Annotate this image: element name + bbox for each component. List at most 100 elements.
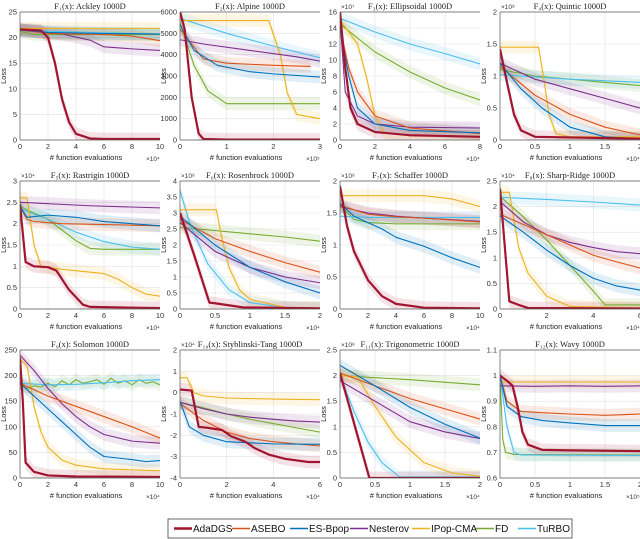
y-tick-label: 1.1 bbox=[487, 346, 497, 355]
x-tick-label: 4 bbox=[591, 311, 595, 320]
y-axis-label: Loss bbox=[159, 68, 168, 84]
band-nesterov bbox=[340, 374, 480, 445]
band-ipop-cma bbox=[500, 185, 640, 309]
line-turbo bbox=[340, 215, 480, 219]
y-axis-label: Loss bbox=[0, 68, 8, 84]
y-tick-label: 1.5 bbox=[327, 209, 337, 218]
y-tick-label: 2 bbox=[333, 371, 337, 380]
x-tick-label: 0 bbox=[178, 311, 182, 320]
y-tick-label: 0.6 bbox=[487, 474, 497, 483]
x-tick-label: 0 bbox=[338, 142, 342, 151]
line-asebo bbox=[180, 218, 320, 273]
y-tick-label: 0.5 bbox=[487, 279, 497, 288]
line-fd bbox=[20, 377, 160, 389]
line-fd bbox=[340, 23, 480, 101]
x-tick-label: 4 bbox=[74, 311, 78, 320]
y-multiplier: ×10⁸ bbox=[181, 173, 195, 180]
y-tick-label: 3.5 bbox=[167, 193, 177, 202]
x-tick-label: 1 bbox=[248, 311, 252, 320]
panel-8: 0 2 4 6 0 0.5 1 1.5 2 2.5 F₈(x): Sharp-Ridge 1000D… bbox=[479, 170, 640, 332]
x-tick-label: 1 bbox=[568, 142, 572, 151]
legend-item-turbo: TuRBO bbox=[518, 524, 570, 535]
line-nesterov bbox=[500, 62, 640, 109]
legend-item-fd: FD bbox=[476, 524, 508, 535]
line-nesterov bbox=[340, 19, 480, 129]
line-adadgs bbox=[500, 48, 640, 140]
band-nesterov bbox=[180, 216, 320, 290]
x-tick-label: 4 bbox=[394, 311, 398, 320]
x-tick-label: 8 bbox=[478, 142, 482, 151]
y-axis-label: Loss bbox=[0, 406, 8, 422]
y-tick-label: 0 bbox=[13, 474, 17, 483]
y-tick-label: 10 bbox=[9, 84, 17, 93]
x-multiplier: ×10⁵ bbox=[626, 494, 640, 501]
y-tick-label: 14 bbox=[329, 24, 337, 33]
band-asebo bbox=[340, 366, 480, 426]
y-tick-label: 2.5 bbox=[327, 346, 337, 355]
plot-area bbox=[20, 350, 160, 478]
x-multiplier: ×10⁴ bbox=[626, 325, 640, 332]
band-fd bbox=[500, 63, 640, 92]
panel-title: F₆(x): Rosenbrock 1000D bbox=[206, 170, 294, 180]
series-group bbox=[180, 184, 320, 309]
line-es-bpop bbox=[500, 375, 640, 427]
x-axis-label: # function evaluations bbox=[370, 153, 443, 162]
x-tick-label: 8 bbox=[130, 480, 134, 489]
series-group bbox=[20, 350, 160, 478]
x-tick-label: 0 bbox=[18, 142, 22, 151]
line-nesterov bbox=[20, 354, 160, 444]
legend-label: TuRBO bbox=[537, 524, 570, 535]
band-ipop-cma bbox=[20, 352, 160, 478]
y-tick-label: 8 bbox=[333, 72, 337, 81]
series-group bbox=[500, 369, 640, 462]
legend-label: AdaDGS bbox=[193, 524, 233, 535]
band-es-bpop bbox=[340, 358, 480, 445]
x-tick-label: 4 bbox=[74, 142, 78, 151]
band-nesterov bbox=[500, 56, 640, 115]
line-ipop-cma bbox=[180, 19, 320, 120]
y-tick-label: 1.5 bbox=[487, 40, 497, 49]
line-adadgs bbox=[340, 185, 480, 309]
panel-title: F₁₀(x): Styblinski-Tang 1000D bbox=[198, 339, 303, 349]
y-tick-label: 2000 bbox=[160, 93, 177, 102]
y-tick-label: -4 bbox=[170, 474, 177, 483]
panel-title: F₃(x): Ellipsoidal 1000D bbox=[368, 1, 452, 11]
legend-label: Nesterov bbox=[369, 524, 409, 535]
line-ipop-cma bbox=[500, 191, 640, 309]
legend-item-adadgs: AdaDGS bbox=[174, 524, 233, 535]
line-es-bpop bbox=[180, 215, 320, 294]
series-group bbox=[180, 371, 320, 469]
line-asebo bbox=[20, 29, 160, 42]
x-tick-label: 8 bbox=[130, 311, 134, 320]
y-multiplier: ×10⁴ bbox=[181, 342, 195, 349]
y-tick-label: -2 bbox=[170, 431, 177, 440]
y-tick-label: 0.8 bbox=[487, 422, 497, 431]
panel-7: 0 2 4 6 8 10 0 0.5 1 1.5 2 F₇(x): Schaffer 1000D ×10… bbox=[319, 170, 484, 332]
line-asebo bbox=[340, 27, 480, 135]
y-tick-label: 0 bbox=[493, 136, 497, 145]
y-tick-label: 1 bbox=[333, 422, 337, 431]
series-group bbox=[180, 12, 320, 140]
y-axis-label: Loss bbox=[159, 406, 168, 422]
line-nesterov bbox=[180, 39, 320, 62]
line-adadgs bbox=[20, 28, 160, 140]
line-turbo bbox=[500, 375, 640, 457]
x-tick-label: 0 bbox=[18, 480, 22, 489]
line-asebo bbox=[340, 372, 480, 420]
y-tick-label: 2.5 bbox=[7, 198, 17, 207]
y-tick-label: -3 bbox=[170, 452, 177, 461]
line-turbo bbox=[20, 379, 160, 386]
y-tick-label: 6000 bbox=[160, 8, 177, 17]
y-multiplier: ×10⁸ bbox=[501, 4, 515, 11]
x-tick-label: 6 bbox=[102, 142, 106, 151]
band-turbo bbox=[340, 12, 480, 71]
line-turbo bbox=[180, 17, 320, 59]
x-axis-label: # function evaluations bbox=[50, 153, 123, 162]
x-multiplier: ×10⁴ bbox=[466, 494, 480, 501]
x-tick-label: 6 bbox=[318, 480, 322, 489]
y-tick-label: 1 bbox=[173, 367, 177, 376]
x-tick-label: 0 bbox=[338, 480, 342, 489]
y-tick-label: 2 bbox=[493, 202, 497, 211]
line-ipop-cma bbox=[20, 197, 160, 297]
y-tick-label: -1 bbox=[170, 410, 177, 419]
